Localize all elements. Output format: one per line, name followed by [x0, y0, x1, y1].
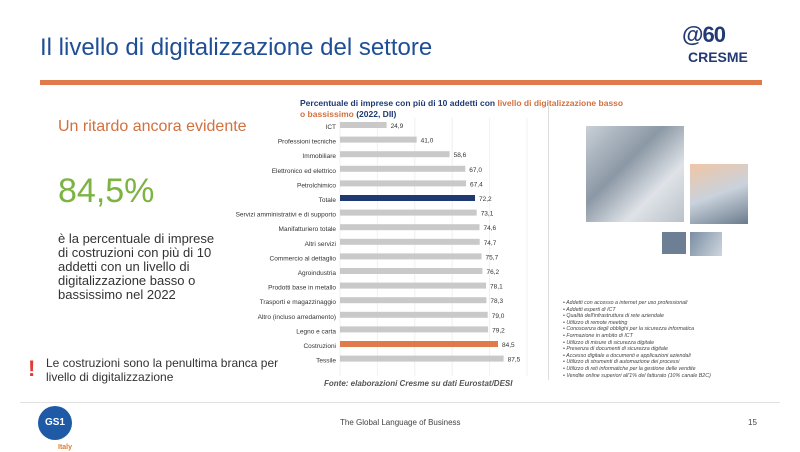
- chart-title-part1: Percentuale di imprese con più di 10 add…: [300, 98, 498, 108]
- photo-thumbnail-2: [690, 232, 722, 256]
- gs1-country: Italy: [58, 444, 73, 451]
- value-label: 78,1: [490, 284, 503, 291]
- warning-note: Le costruzioni sono la penultima branca …: [46, 356, 279, 384]
- indicator-item: Utilizzo di misure di sicurezza digitale: [563, 340, 711, 347]
- indicator-item: Conoscenza degli obblighi per la sicurez…: [563, 326, 711, 333]
- category-label: Trasporti e magazzinaggio: [260, 299, 337, 306]
- value-label: 76,2: [486, 269, 499, 276]
- category-label: Prodotti base in metallo: [268, 285, 336, 292]
- category-label: Petrolchimico: [297, 182, 336, 189]
- bar: [340, 253, 482, 260]
- indicator-item: Utilizzo di strumenti di automazione dei…: [563, 359, 711, 366]
- bar: [340, 238, 480, 245]
- category-label: Servizi amministrativi e di supporto: [236, 212, 337, 219]
- cresme-60-mark: @60: [682, 22, 726, 47]
- category-label: Legno e carta: [296, 328, 336, 335]
- cresme-logo: @60 CRESME: [682, 22, 762, 66]
- category-label: Commercio al dettaglio: [270, 255, 337, 262]
- chart-source: Fonte: elaborazioni Cresme su dati Euros…: [324, 379, 513, 388]
- bar: [340, 224, 480, 231]
- category-label: Totale: [319, 197, 337, 204]
- value-label: 78,3: [490, 298, 503, 305]
- photo-hands-laptop: [586, 126, 684, 222]
- cresme-name: CRESME: [688, 49, 748, 65]
- value-label: 87,5: [508, 357, 521, 364]
- bar: [340, 268, 483, 274]
- indicator-item: Presenza di documenti di sicurezza digit…: [563, 346, 711, 353]
- bar: [340, 355, 504, 362]
- chart-title: Percentuale di imprese con più di 10 add…: [300, 98, 630, 120]
- photo-person-tablet: [690, 164, 748, 224]
- photo-thumbnail-1: [662, 232, 686, 254]
- chart-title-highlight: livello di digitalizzazione basso o bass…: [300, 98, 624, 119]
- value-label: 75,7: [486, 254, 499, 261]
- value-label: 84,5: [502, 342, 515, 349]
- page-number: 15: [748, 418, 757, 427]
- bar: [340, 136, 417, 143]
- bar: [340, 209, 477, 216]
- value-label: 67,4: [470, 181, 483, 188]
- value-label: 72,2: [479, 196, 492, 203]
- category-label: Tessile: [316, 358, 336, 365]
- indicator-item: Addetti esperti di ICT: [563, 307, 711, 314]
- bar: [340, 326, 489, 333]
- value-label: 74,6: [484, 225, 497, 232]
- value-label: 79,2: [492, 327, 505, 334]
- category-label: Altro (incluso arredamento): [258, 314, 336, 321]
- indicator-item: Addetti con accesso a internet per uso p…: [563, 300, 711, 307]
- indicator-list: Addetti con accesso a internet per uso p…: [563, 300, 711, 379]
- bar: [340, 341, 499, 347]
- gs1-logo: GS1: [38, 406, 72, 440]
- value-label: 58,6: [454, 152, 467, 159]
- key-figure-description: è la percentuale di imprese di costruzio…: [58, 231, 215, 302]
- category-label: Costruzioni: [303, 343, 336, 350]
- vertical-divider: [548, 104, 549, 380]
- bar: [340, 297, 487, 304]
- footer-tagline: The Global Language of Business: [340, 418, 461, 427]
- title-divider: [40, 80, 762, 85]
- bar: [340, 165, 466, 172]
- chart-title-part2: (2022, DII): [353, 109, 397, 119]
- value-label: 79,0: [492, 313, 505, 320]
- indicator-item: Vendite online superiori all'1% del fatt…: [563, 373, 711, 380]
- bar: [340, 122, 387, 128]
- value-label: 41,0: [421, 138, 434, 145]
- category-label: Immobiliare: [302, 153, 336, 160]
- value-label: 67,0: [469, 167, 482, 174]
- exclamation-icon: !: [28, 356, 36, 381]
- indicator-item: Accesso digitale a documenti e applicazi…: [563, 353, 711, 360]
- category-label: Professioni tecniche: [278, 139, 337, 146]
- bar: [340, 180, 467, 187]
- bar: [340, 311, 488, 318]
- bar: [340, 151, 450, 158]
- category-label: Elettronico ed elettrico: [272, 168, 337, 175]
- category-label: Manifatturiero totale: [279, 226, 337, 233]
- bar: [340, 195, 476, 201]
- footer-divider: [20, 402, 780, 403]
- slide-title: Il livello di digitalizzazione del setto…: [40, 34, 433, 61]
- value-label: 24,9: [391, 123, 404, 130]
- value-label: 74,7: [484, 240, 497, 247]
- indicator-item: Utilizzo di remote meeting: [563, 320, 711, 327]
- category-label: Altri servizi: [305, 241, 336, 248]
- bar-chart: ICT 24,9 Professioni tecniche 41,0 Immobilia…: [236, 118, 528, 376]
- indicator-item: Qualità dell'infrastruttura di rete azie…: [563, 313, 711, 320]
- category-label: Agroindustria: [298, 270, 337, 277]
- indicator-item: Formazione in ambito di ICT: [563, 333, 711, 340]
- value-label: 73,1: [481, 211, 494, 218]
- category-label: ICT: [326, 124, 337, 131]
- slide-subtitle: Un ritardo ancora evidente: [58, 118, 247, 135]
- bar: [340, 282, 487, 289]
- key-figure: 84,5%: [58, 172, 155, 210]
- indicator-item: Utilizzo di reti informatiche per la ges…: [563, 366, 711, 373]
